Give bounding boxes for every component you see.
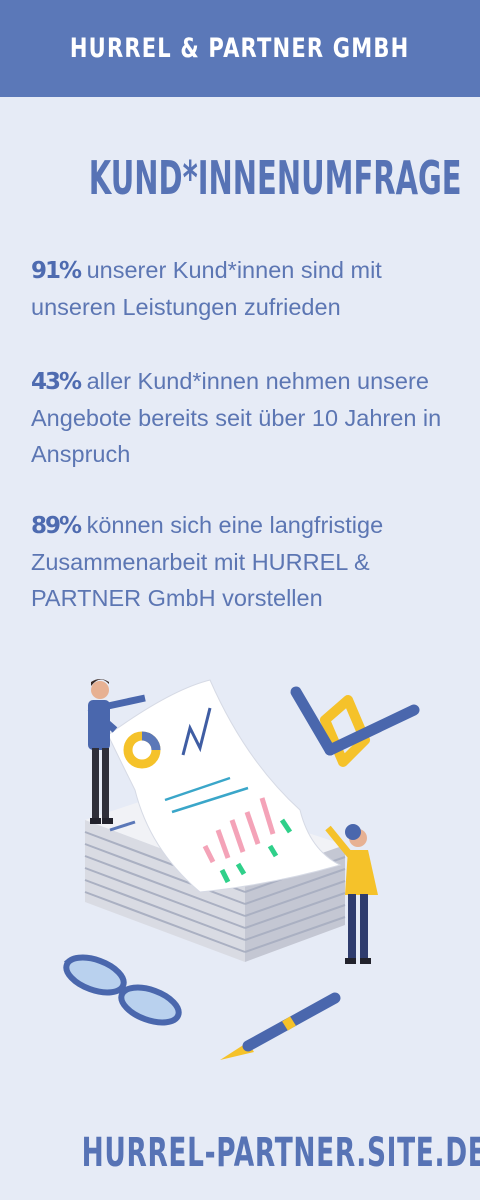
stat-item: 91% unserer Kund*innen sind mit unseren … <box>31 252 461 325</box>
survey-report-illustration <box>63 679 420 1060</box>
company-name: HURREL & PARTNER GMBH <box>70 33 410 64</box>
website-url: HURREL-PARTNER.SITE.DE <box>81 1130 480 1176</box>
stat-text: unserer Kund*innen sind mit unseren Leis… <box>31 257 382 320</box>
checkmark-icon <box>290 686 420 767</box>
man-figure <box>87 679 146 824</box>
stat-item: 89% können sich eine langfristige Zusamm… <box>31 507 461 616</box>
stat-percent: 91% <box>31 258 82 284</box>
stat-item: 43% aller Kund*innen nehmen unsere Angeb… <box>31 363 461 472</box>
woman-figure <box>325 824 378 964</box>
pen-icon <box>220 992 341 1060</box>
stat-text: aller Kund*innen nehmen unsere Angebote … <box>31 368 442 467</box>
report-sheet <box>107 679 342 893</box>
stat-text: können sich eine langfristige Zusammenar… <box>31 512 384 611</box>
stat-percent: 43% <box>31 369 82 395</box>
page-title: KUND*INNENUMFRAGE <box>88 151 462 205</box>
glasses-icon <box>63 954 182 1026</box>
header-bar: HURREL & PARTNER GMBH <box>0 0 480 97</box>
stat-percent: 89% <box>31 513 82 539</box>
